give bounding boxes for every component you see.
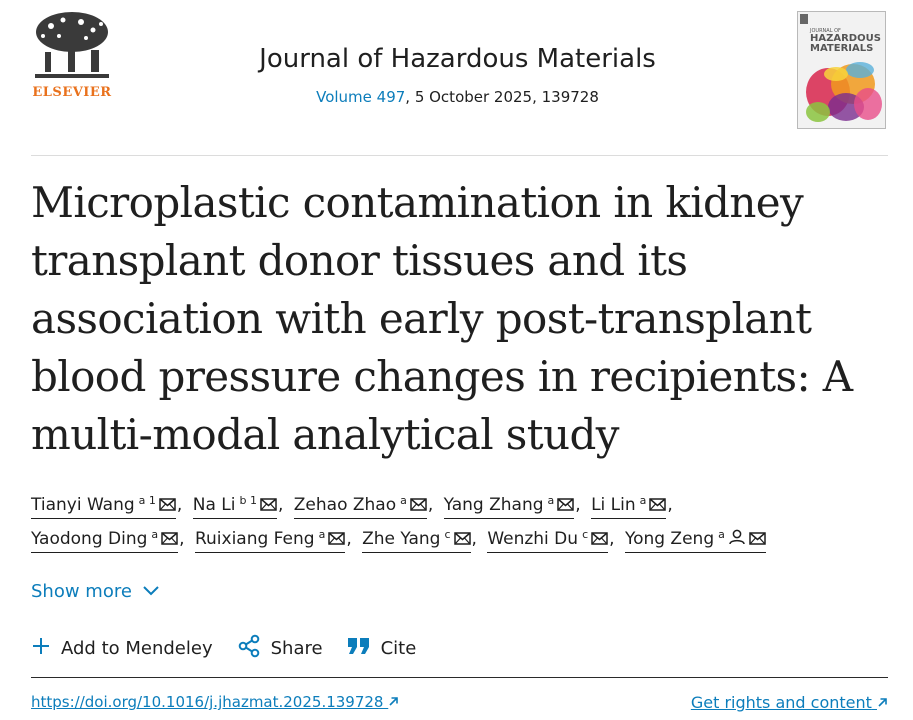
author-separator: , (346, 529, 352, 549)
share-icon (237, 634, 261, 663)
actions-divider (31, 677, 888, 678)
author-link[interactable]: Yong Zeng a (624, 523, 766, 553)
envelope-icon (161, 528, 178, 552)
add-to-mendeley-label: Add to Mendeley (61, 638, 213, 659)
envelope-icon (591, 528, 608, 552)
author-link[interactable]: Yaodong Ding a (31, 523, 179, 553)
author-separator: , (179, 529, 185, 549)
external-link-icon (388, 693, 399, 711)
journal-cover-image[interactable]: JOURNAL OF HAZARDOUS MATERIALS (797, 11, 886, 129)
add-to-mendeley-button[interactable]: Add to Mendeley (31, 634, 213, 663)
author-affiliation: a (718, 528, 725, 541)
share-label: Share (270, 638, 323, 659)
author-name: Wenzhi Du (487, 529, 579, 549)
cover-journal-name: HAZARDOUS MATERIALS (810, 34, 881, 54)
author-name: Li Lin (591, 495, 636, 515)
author-name: Yang Zhang (443, 495, 544, 515)
envelope-icon (159, 494, 176, 518)
author-name: Ruixiang Feng (194, 529, 315, 549)
author-list: Tianyi Wang a 1, Na Li b 1, Zehao Zhao a, Y… (31, 488, 891, 556)
author-link[interactable]: Li Lin a (591, 489, 667, 519)
author-affiliation: a (151, 528, 159, 541)
show-more-button[interactable]: Show more (31, 581, 160, 602)
author-separator: , (609, 529, 615, 549)
cover-art-icon (798, 12, 885, 128)
journal-issue-info: Volume 497, 5 October 2025, 139728 (180, 88, 735, 106)
cover-journal-prefix: JOURNAL OF (810, 28, 841, 34)
publisher-name: ELSEVIER (32, 85, 112, 100)
author-separator: , (575, 495, 581, 515)
envelope-icon (410, 494, 427, 518)
external-link-icon (877, 693, 888, 712)
article-title: Microplastic contamination in kidney tra… (31, 178, 853, 459)
article-actions: Add to Mendeley Share Cite (31, 634, 440, 663)
author-link[interactable]: Tianyi Wang a 1 (31, 489, 176, 519)
author-name: Yong Zeng (624, 529, 715, 549)
author-separator: , (471, 529, 477, 549)
author-separator: , (427, 495, 434, 515)
author-affiliation: b 1 (239, 494, 257, 507)
envelope-icon (649, 494, 667, 518)
show-more-label: Show more (31, 581, 132, 602)
plus-icon (31, 636, 51, 661)
elsevier-logo[interactable]: ELSEVIER (31, 10, 113, 100)
issue-details: , 5 October 2025, 139728 (405, 88, 599, 106)
envelope-icon (260, 494, 277, 518)
author-link[interactable]: Wenzhi Du c (487, 523, 609, 553)
quote-icon (347, 636, 371, 661)
rights-text: Get rights and content (690, 693, 872, 712)
author-link[interactable]: Yang Zhang a (443, 489, 575, 519)
chevron-down-icon (142, 581, 160, 602)
rights-and-content-link[interactable]: Get rights and content (691, 693, 888, 712)
author-affiliation: c (444, 528, 451, 541)
author-link[interactable]: Zehao Zhao a (293, 489, 427, 519)
envelope-icon (453, 528, 471, 552)
author-affiliation: a (639, 494, 647, 507)
cover-word-1: HAZARDOUS (810, 33, 881, 44)
author-name: Zhe Yang (362, 529, 441, 549)
volume-link[interactable]: Volume 497 (316, 88, 406, 106)
person-icon (728, 528, 746, 552)
author-name: Zehao Zhao (293, 495, 397, 515)
envelope-icon (749, 528, 766, 552)
doi-text: https://doi.org/10.1016/j.jhazmat.2025.1… (31, 693, 384, 711)
author-name: Na Li (192, 495, 236, 515)
author-affiliation: a (318, 528, 326, 541)
author-separator: , (667, 495, 673, 515)
author-affiliation: a 1 (138, 494, 156, 507)
doi-link[interactable]: https://doi.org/10.1016/j.jhazmat.2025.1… (31, 693, 399, 711)
author-separator: , (176, 495, 183, 515)
envelope-icon (557, 494, 575, 518)
cite-label: Cite (380, 638, 417, 659)
author-name: Yaodong Ding (31, 529, 148, 549)
author-name: Tianyi Wang (31, 495, 135, 515)
author-affiliation: c (582, 528, 589, 541)
journal-title[interactable]: Journal of Hazardous Materials (259, 44, 656, 74)
author-link[interactable]: Zhe Yang c (362, 523, 471, 553)
elsevier-tree-icon (31, 10, 113, 82)
cover-word-2: MATERIALS (810, 43, 874, 54)
author-link[interactable]: Na Li b 1 (192, 489, 277, 519)
share-button[interactable]: Share (237, 634, 323, 663)
author-affiliation: a (400, 494, 407, 507)
author-link[interactable]: Ruixiang Feng a (194, 523, 346, 553)
cite-button[interactable]: Cite (347, 634, 417, 663)
author-separator: , (277, 495, 284, 515)
header-divider (31, 155, 888, 156)
author-affiliation: a (547, 494, 555, 507)
envelope-icon (328, 528, 346, 552)
